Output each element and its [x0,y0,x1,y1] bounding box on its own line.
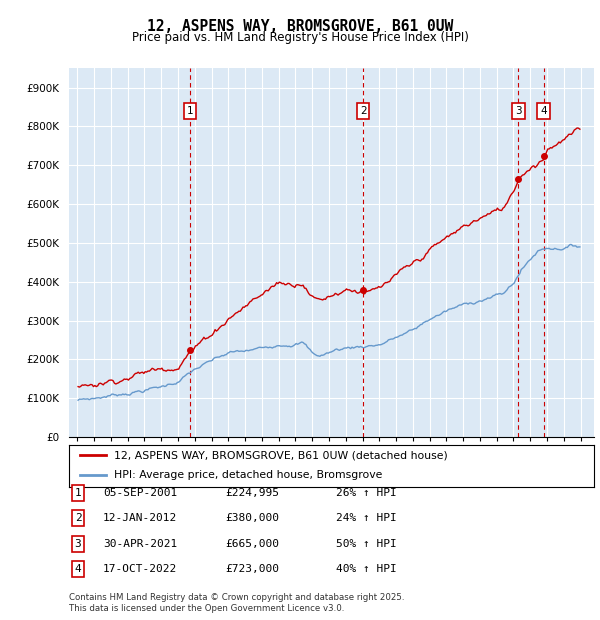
Text: 05-SEP-2001: 05-SEP-2001 [103,488,178,498]
Text: 3: 3 [515,106,521,116]
Text: 26% ↑ HPI: 26% ↑ HPI [336,488,397,498]
Text: 30-APR-2021: 30-APR-2021 [103,539,178,549]
Text: 1: 1 [74,488,82,498]
Text: 17-OCT-2022: 17-OCT-2022 [103,564,178,574]
Text: 40% ↑ HPI: 40% ↑ HPI [336,564,397,574]
Text: HPI: Average price, detached house, Bromsgrove: HPI: Average price, detached house, Brom… [113,470,382,480]
Text: 3: 3 [74,539,82,549]
Text: 12, ASPENS WAY, BROMSGROVE, B61 0UW (detached house): 12, ASPENS WAY, BROMSGROVE, B61 0UW (det… [113,450,448,460]
Text: 12, ASPENS WAY, BROMSGROVE, B61 0UW: 12, ASPENS WAY, BROMSGROVE, B61 0UW [147,19,453,33]
Text: 4: 4 [74,564,82,574]
Text: £224,995: £224,995 [225,488,279,498]
Text: Price paid vs. HM Land Registry's House Price Index (HPI): Price paid vs. HM Land Registry's House … [131,31,469,44]
Text: 50% ↑ HPI: 50% ↑ HPI [336,539,397,549]
Text: 12-JAN-2012: 12-JAN-2012 [103,513,178,523]
Text: £380,000: £380,000 [225,513,279,523]
Text: 2: 2 [74,513,82,523]
Text: £723,000: £723,000 [225,564,279,574]
Text: 1: 1 [187,106,193,116]
Text: £665,000: £665,000 [225,539,279,549]
Text: Contains HM Land Registry data © Crown copyright and database right 2025.
This d: Contains HM Land Registry data © Crown c… [69,593,404,613]
Text: 24% ↑ HPI: 24% ↑ HPI [336,513,397,523]
Text: 2: 2 [360,106,367,116]
Text: 4: 4 [540,106,547,116]
